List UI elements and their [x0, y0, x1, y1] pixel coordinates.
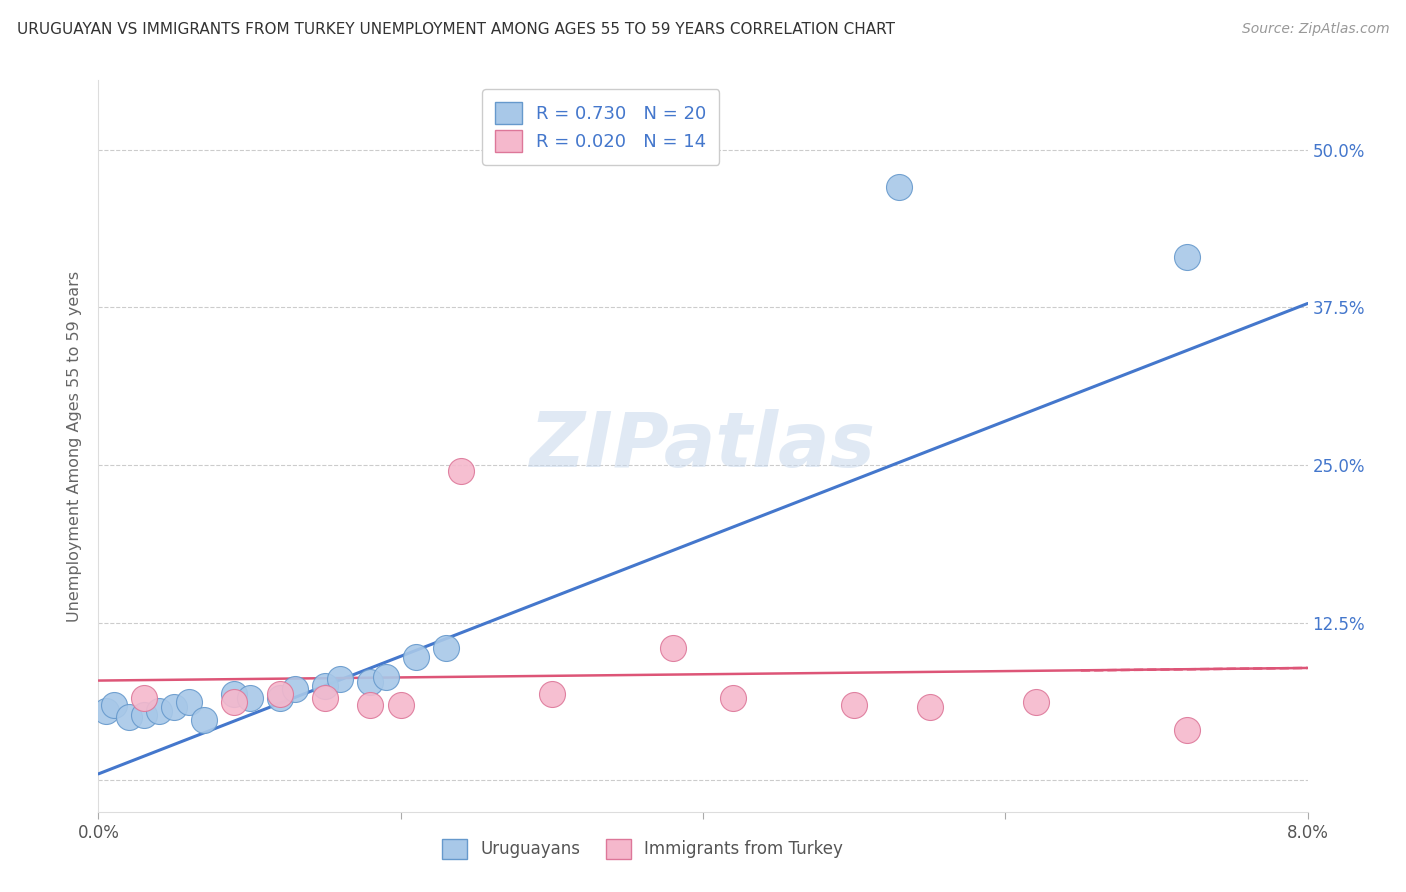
Text: ZIPatlas: ZIPatlas — [530, 409, 876, 483]
Point — [193, 713, 215, 727]
Point — [314, 679, 336, 693]
Point — [314, 691, 336, 706]
Point — [1175, 723, 1198, 737]
Point — [148, 704, 170, 718]
Point — [360, 674, 382, 689]
Point — [118, 710, 141, 724]
Point — [284, 682, 307, 697]
Point — [434, 640, 457, 655]
Y-axis label: Unemployment Among Ages 55 to 59 years: Unemployment Among Ages 55 to 59 years — [67, 270, 83, 622]
Point — [1175, 250, 1198, 264]
Point — [389, 698, 412, 712]
Point — [662, 640, 685, 655]
Legend: Uruguayans, Immigrants from Turkey: Uruguayans, Immigrants from Turkey — [436, 832, 849, 865]
Point — [889, 180, 911, 194]
Point — [918, 700, 941, 714]
Point — [329, 673, 352, 687]
Point — [94, 704, 117, 718]
Point — [103, 698, 125, 712]
Point — [224, 695, 246, 709]
Point — [360, 698, 382, 712]
Point — [1025, 695, 1047, 709]
Point — [132, 707, 155, 722]
Point — [541, 688, 564, 702]
Point — [374, 670, 396, 684]
Point — [179, 695, 201, 709]
Point — [269, 688, 291, 702]
Point — [450, 464, 472, 478]
Point — [132, 691, 155, 706]
Text: Source: ZipAtlas.com: Source: ZipAtlas.com — [1241, 22, 1389, 37]
Point — [723, 691, 745, 706]
Point — [269, 691, 291, 706]
Point — [163, 700, 186, 714]
Point — [844, 698, 866, 712]
Point — [224, 688, 246, 702]
Point — [405, 649, 427, 664]
Point — [239, 691, 262, 706]
Text: URUGUAYAN VS IMMIGRANTS FROM TURKEY UNEMPLOYMENT AMONG AGES 55 TO 59 YEARS CORRE: URUGUAYAN VS IMMIGRANTS FROM TURKEY UNEM… — [17, 22, 894, 37]
